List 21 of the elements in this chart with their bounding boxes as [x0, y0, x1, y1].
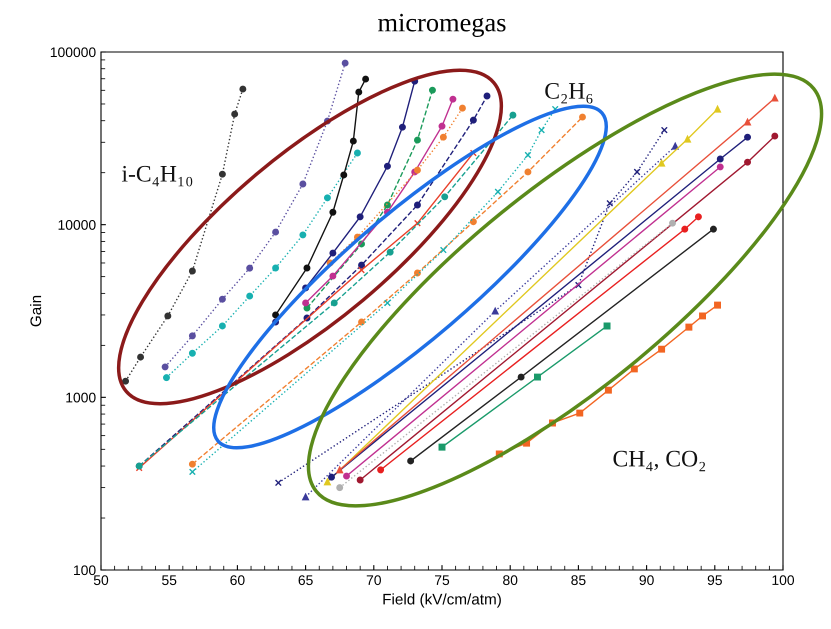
x-tick-label: 100 — [772, 575, 794, 586]
annotation: C₂H₆ — [545, 82, 592, 104]
x-axis-title: Field (kV/cm/atm) — [383, 593, 501, 608]
y-tick-label: 10000 — [58, 220, 96, 230]
x-tick-label: 95 — [708, 575, 722, 586]
y-tick-label: 100 — [74, 565, 96, 576]
x-tick-label: 80 — [503, 575, 518, 586]
x-tick-label: 60 — [230, 575, 245, 586]
x-tick-label: 85 — [571, 575, 586, 586]
x-tick-label: 70 — [366, 575, 381, 586]
annotation: i-C₄H₁₀ — [122, 166, 192, 186]
x-tick-label: 65 — [298, 575, 313, 586]
annotation: CH₄, CO₂ — [613, 450, 706, 472]
x-tick-label: 50 — [94, 575, 108, 586]
y-axis-title: Gain — [30, 296, 42, 326]
x-tick-label: 75 — [434, 575, 450, 586]
y-tick-label: 1000 — [66, 392, 96, 403]
chart-title: micromegas — [378, 14, 506, 37]
y-tick-label: 100000 — [50, 47, 96, 58]
x-tick-label: 55 — [162, 575, 176, 586]
x-tick-label: 90 — [640, 575, 654, 586]
